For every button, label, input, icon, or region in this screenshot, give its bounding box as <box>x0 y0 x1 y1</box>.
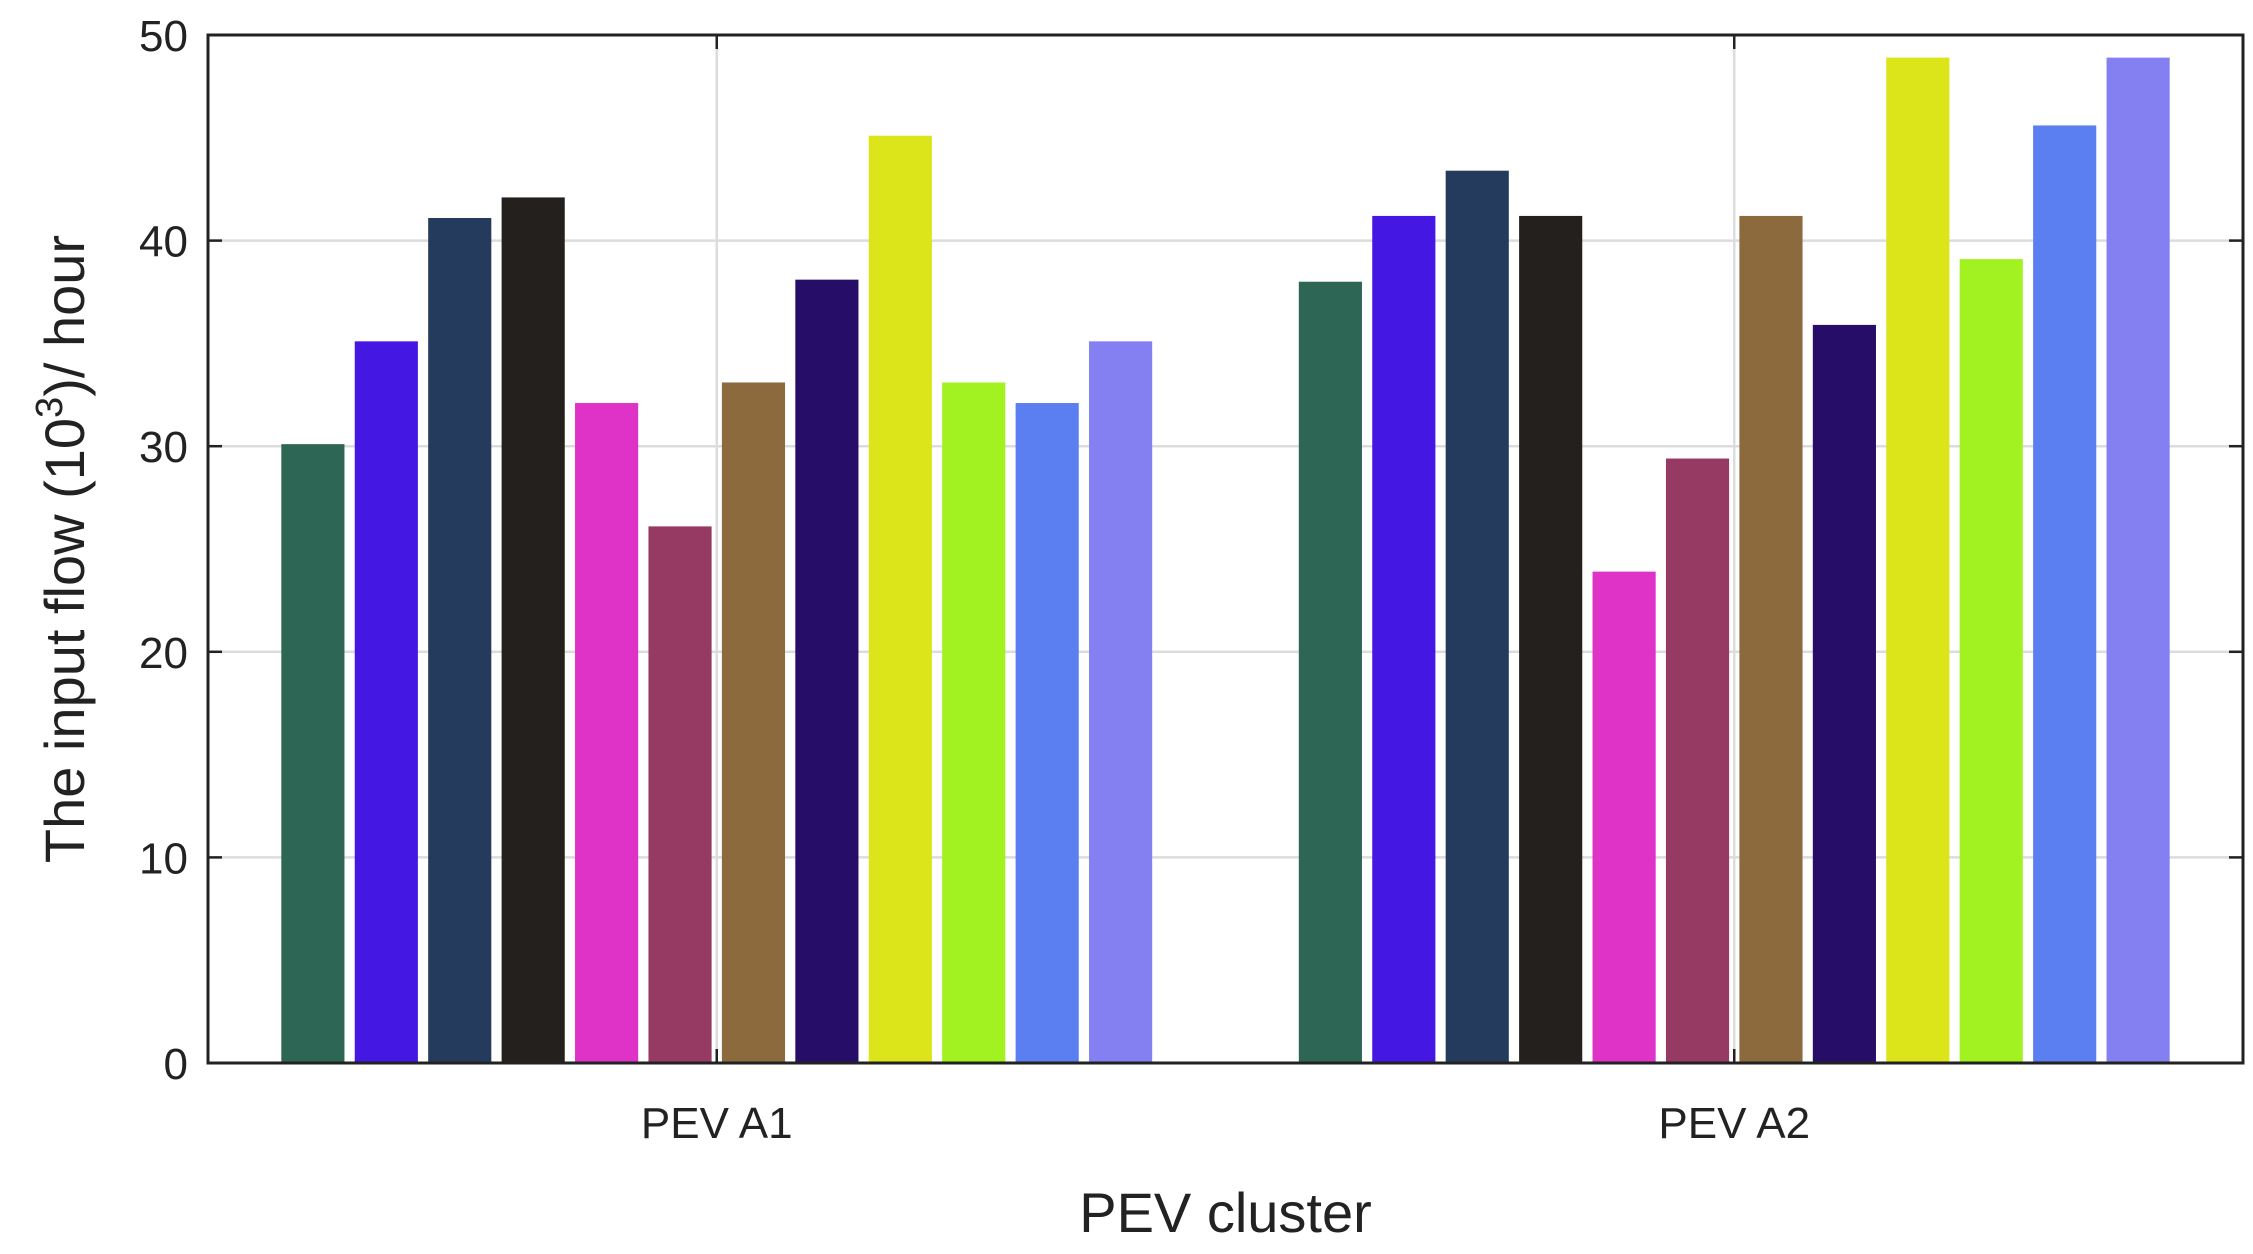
y-tick-label: 40 <box>139 218 188 267</box>
y-axis-title-superscript: 3 <box>29 397 71 418</box>
y-tick-label: 50 <box>139 12 188 61</box>
x-axis-title: PEV cluster <box>1079 1181 1372 1244</box>
bar <box>2033 125 2097 1064</box>
bars <box>281 57 2170 1064</box>
bar <box>1372 215 1436 1064</box>
bar <box>868 135 932 1063</box>
bar <box>281 444 345 1063</box>
y-axis-title: The input flow (103)/ hour <box>29 235 96 863</box>
x-tick-labels: PEV A1 PEV A2 <box>641 1099 1810 1148</box>
bar <box>1298 281 1362 1064</box>
bar <box>1665 458 1730 1063</box>
x-tick-label: PEV A1 <box>641 1099 793 1148</box>
bar <box>1739 215 1803 1064</box>
bar <box>1089 341 1153 1063</box>
bar <box>501 197 565 1063</box>
y-tick-label: 30 <box>139 423 188 472</box>
bar <box>1959 259 2023 1063</box>
y-axis-title-suffix: )/ hour <box>33 235 96 397</box>
bar <box>428 217 492 1063</box>
bar <box>795 279 859 1063</box>
bar <box>1445 170 1509 1064</box>
axis-ticks <box>208 33 2243 1065</box>
bar <box>1812 324 1876 1063</box>
bar <box>1592 571 1656 1063</box>
plot-frame <box>206 33 2245 1065</box>
y-axis-title-prefix: The input flow (10 <box>33 418 96 863</box>
bar <box>648 526 712 1063</box>
bar <box>2106 57 2170 1063</box>
y-tick-label: 20 <box>139 629 188 678</box>
y-tick-label: 10 <box>139 834 188 883</box>
x-tick-label: PEV A2 <box>1658 1099 1810 1148</box>
y-tick-label: 0 <box>164 1040 188 1089</box>
bar <box>575 403 639 1063</box>
bar <box>354 341 418 1063</box>
bar <box>942 382 1006 1063</box>
bar <box>721 382 786 1063</box>
bar <box>1886 57 1950 1063</box>
y-tick-labels: 0 10 20 30 40 50 <box>139 12 188 1089</box>
bar <box>1519 215 1583 1064</box>
bar <box>1015 403 1079 1063</box>
